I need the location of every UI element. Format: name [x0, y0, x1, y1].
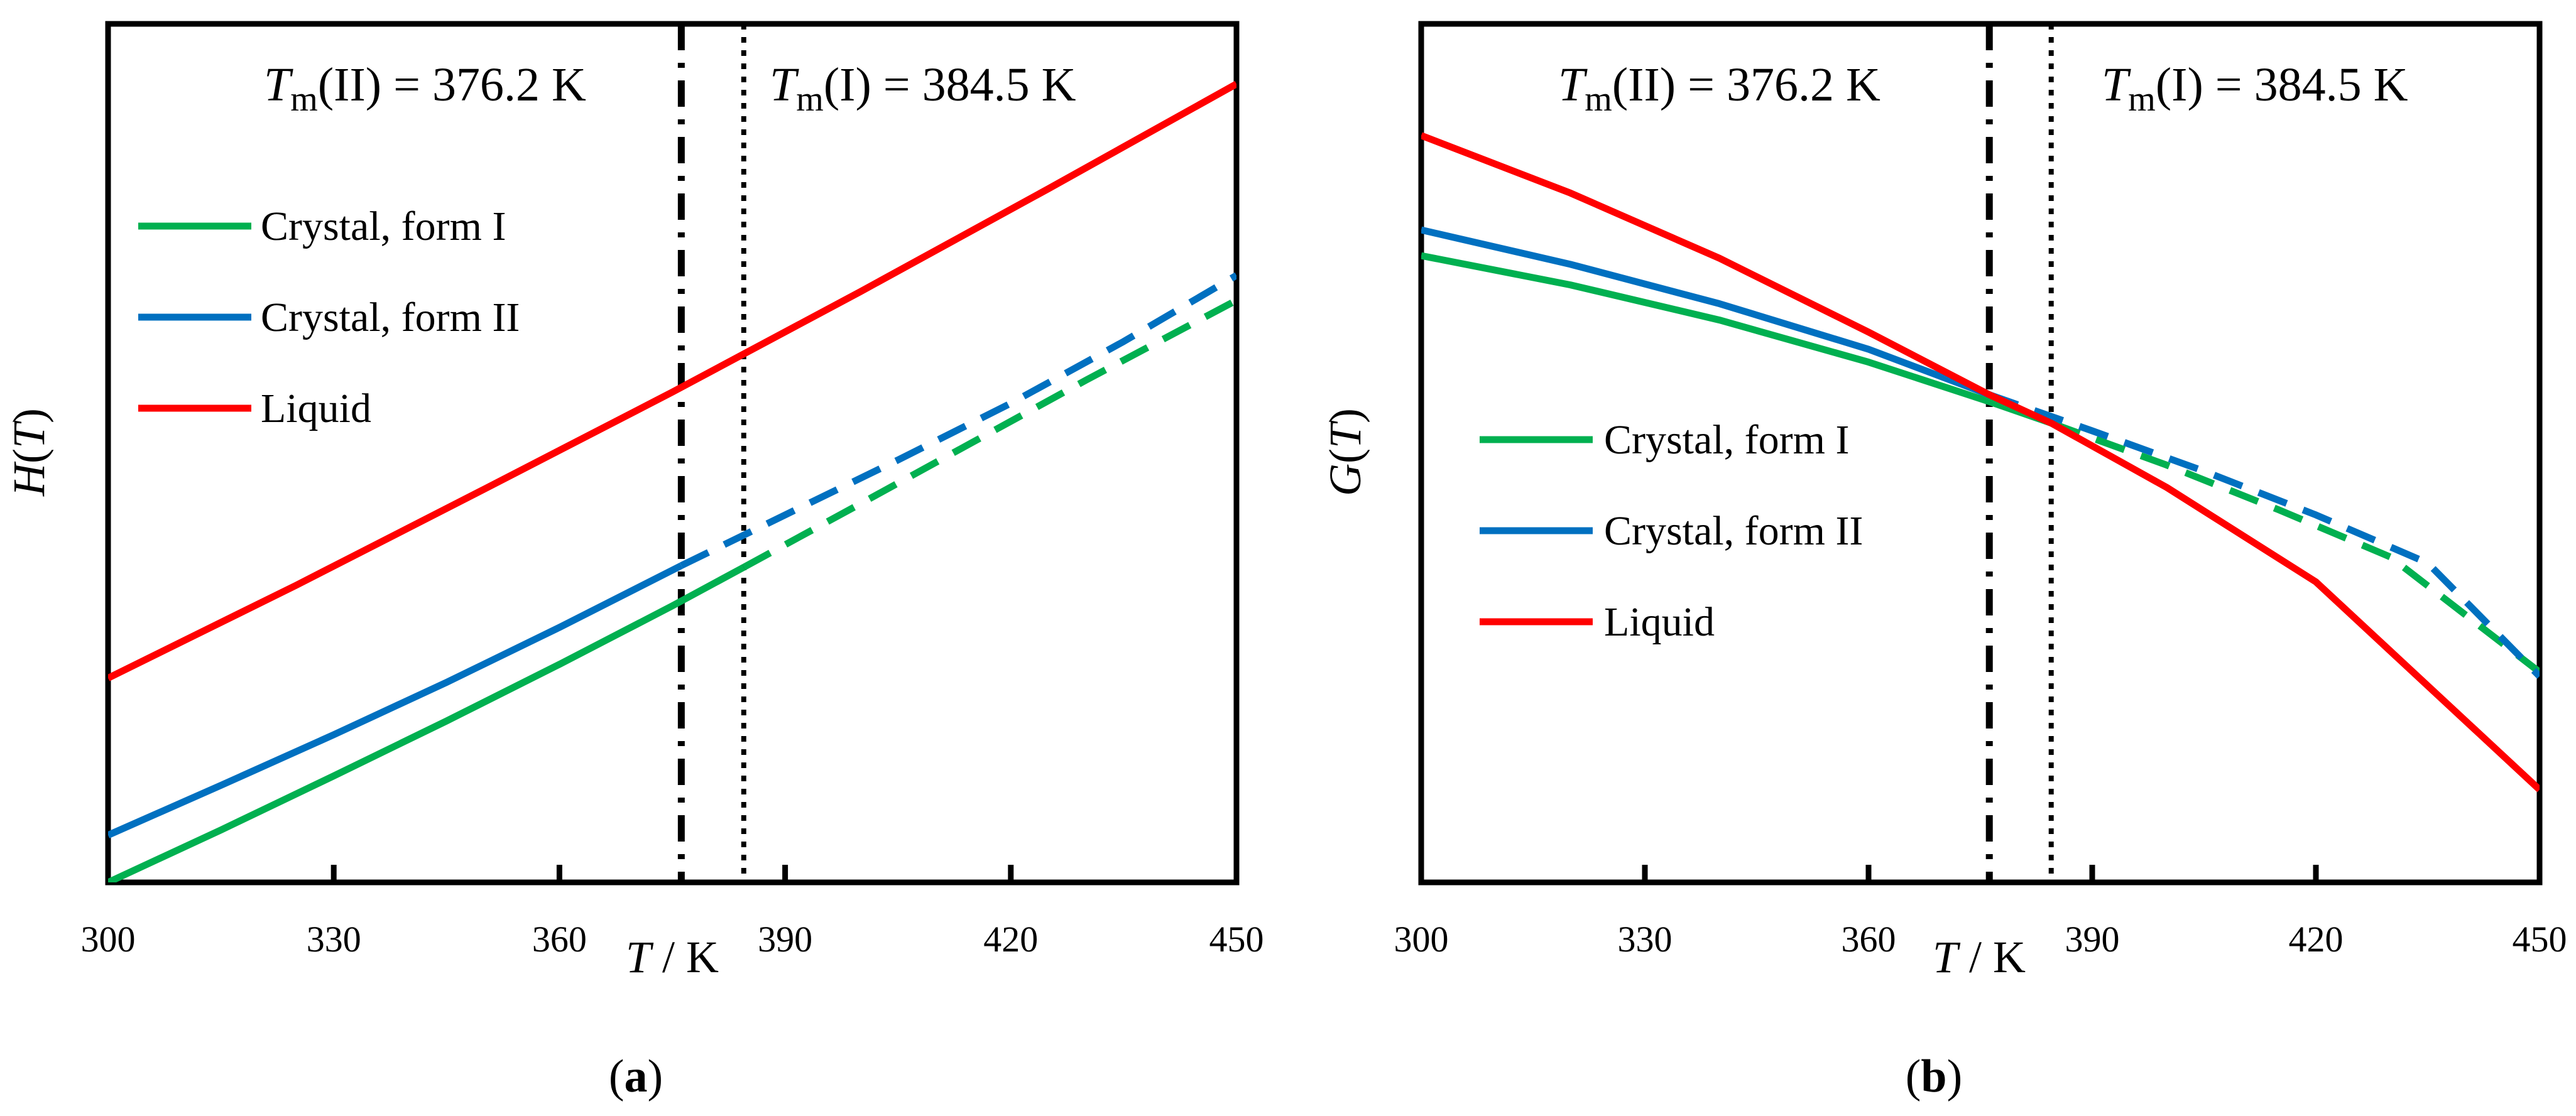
series-crystal-form-ii-solid	[108, 562, 683, 838]
panel-a: 300 330 360 390 420 450 Tm(II) = 376.2 K Tm(I) …	[4, 21, 1264, 1102]
plot-frame	[105, 21, 1240, 886]
legend-label: Liquid	[261, 386, 371, 431]
panel-b: 300 330 360 390 420 450 Tm(II) = 376.2 K Tm(I) …	[1320, 21, 2567, 1102]
legend-label: Crystal, form I	[261, 203, 506, 249]
series-liquid-solid	[108, 80, 1236, 681]
legend-label: Crystal, form I	[1604, 417, 1849, 463]
y-axis-label: H(T)	[4, 408, 54, 497]
legend-label: Crystal, form II	[261, 295, 520, 340]
x-tick-label: 300	[1394, 919, 1449, 960]
series-crystal-form-ii-dashed	[1988, 391, 2540, 679]
series-crystal-form-i-dashed	[2049, 420, 2540, 675]
series-liquid-solid	[1421, 132, 2540, 793]
legend-label: Crystal, form II	[1604, 508, 1863, 554]
x-tick-label: 360	[1842, 919, 1896, 960]
x-axis-label: T / K	[626, 932, 719, 982]
x-tick-label: 420	[2289, 919, 2344, 960]
x-tick-label: 420	[983, 919, 1038, 960]
x-tick-label: 330	[1618, 919, 1673, 960]
x-axis-label: T / K	[1933, 932, 2026, 982]
tm-form-ii-annotation: Tm(II) = 376.2 K	[264, 58, 586, 119]
plot-frame	[1418, 21, 2543, 886]
series-crystal-form-i-solid	[108, 564, 746, 882]
x-tick-label: 390	[758, 919, 812, 960]
series-crystal-form-ii-solid	[1421, 226, 1991, 398]
x-tick-label: 360	[532, 919, 587, 960]
series-crystal-form-i-solid	[1421, 252, 2053, 426]
x-tick-label: 450	[2513, 919, 2567, 960]
panel-label: (a)	[609, 1051, 663, 1102]
x-tick-label: 390	[2065, 919, 2120, 960]
series-crystal-form-ii-dashed	[679, 272, 1236, 569]
x-tick-label: 330	[307, 919, 361, 960]
x-tick-label: 300	[81, 919, 136, 960]
tm-form-i-annotation: Tm(I) = 384.5 K	[2102, 58, 2408, 119]
legend-label: Liquid	[1604, 599, 1715, 645]
series-crystal-form-i-dashed	[742, 297, 1236, 571]
tm-form-i-annotation: Tm(I) = 384.5 K	[770, 58, 1076, 119]
tm-form-ii-annotation: Tm(II) = 376.2 K	[1558, 58, 1880, 119]
panel-label: (b)	[1906, 1051, 1962, 1102]
x-tick-label: 450	[1209, 919, 1264, 960]
y-axis-label: G(T)	[1320, 408, 1370, 496]
